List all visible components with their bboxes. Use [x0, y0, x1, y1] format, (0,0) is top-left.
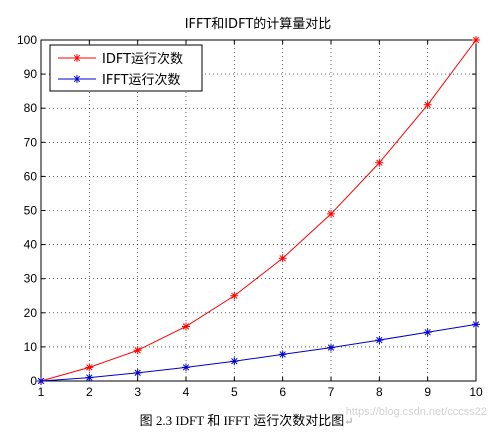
series-2-point — [182, 363, 190, 372]
series-2-point — [423, 328, 432, 337]
series-1-point — [375, 158, 384, 167]
series-2-point — [133, 368, 142, 377]
x-tick-label: 9 — [424, 385, 431, 399]
y-tick-label: 50 — [24, 204, 38, 218]
x-tick-label: 2 — [86, 385, 93, 399]
y-tick-label: 30 — [24, 272, 38, 286]
y-tick-label: 100 — [17, 33, 37, 47]
x-tick-label: 10 — [469, 385, 483, 399]
y-tick-label: 60 — [24, 169, 38, 183]
series-2-point — [472, 320, 480, 329]
figure-caption-text: 图 2.3 IDFT 和 IFFT 运行次数对比图 — [139, 413, 345, 428]
legend-marker-1 — [73, 54, 81, 62]
series-2-point — [85, 373, 94, 382]
series-1-point — [230, 291, 239, 300]
x-tick-label: 3 — [134, 385, 141, 399]
series-1-point — [423, 100, 432, 109]
x-tick-label: 7 — [328, 385, 335, 399]
x-tick-label: 6 — [279, 385, 286, 399]
series-1-point — [278, 254, 287, 263]
series-1-point — [133, 346, 142, 355]
series-2-point — [375, 336, 384, 345]
x-tick-label: 1 — [38, 385, 45, 399]
x-tick-label: 4 — [183, 385, 190, 399]
series-2-point — [278, 350, 287, 359]
legend-marker-2 — [73, 75, 81, 83]
y-tick-label: 80 — [24, 101, 38, 115]
y-tick-label: 0 — [30, 374, 37, 388]
series-1-point — [327, 209, 335, 218]
x-tick-label: 8 — [376, 385, 383, 399]
series-2-point — [327, 343, 335, 352]
y-tick-label: 90 — [24, 67, 38, 81]
series-line-1 — [40, 39, 477, 382]
paragraph-mark: ↵ — [344, 416, 354, 428]
y-tick-label: 70 — [24, 135, 38, 149]
y-tick-label: 20 — [24, 306, 38, 320]
figure-caption: 图 2.3 IDFT 和 IFFT 运行次数对比图↵ — [0, 410, 493, 429]
watermark: https://blog.csdn.net/cccss22 — [345, 406, 487, 418]
series-1-point — [182, 322, 190, 331]
y-tick-label: 10 — [24, 340, 38, 354]
legend-label-2: IFFT运行次数 — [102, 72, 181, 88]
series-2-point — [37, 377, 45, 385]
chart-title: IFFT和IDFT的计算量对比 — [185, 16, 332, 32]
series-2-point — [230, 357, 239, 366]
x-tick-label: 5 — [231, 385, 238, 399]
legend-box — [49, 44, 203, 92]
series-line-2 — [40, 323, 477, 382]
series-1-point — [85, 363, 94, 372]
y-tick-label: 40 — [24, 238, 38, 252]
plot-area: 1 2 3 4 5 6 7 8 9 100102030405060708090100IDFT运行次… — [17, 33, 483, 399]
series-1-point — [472, 36, 480, 44]
legend-label-1: IDFT运行次数 — [102, 51, 183, 67]
